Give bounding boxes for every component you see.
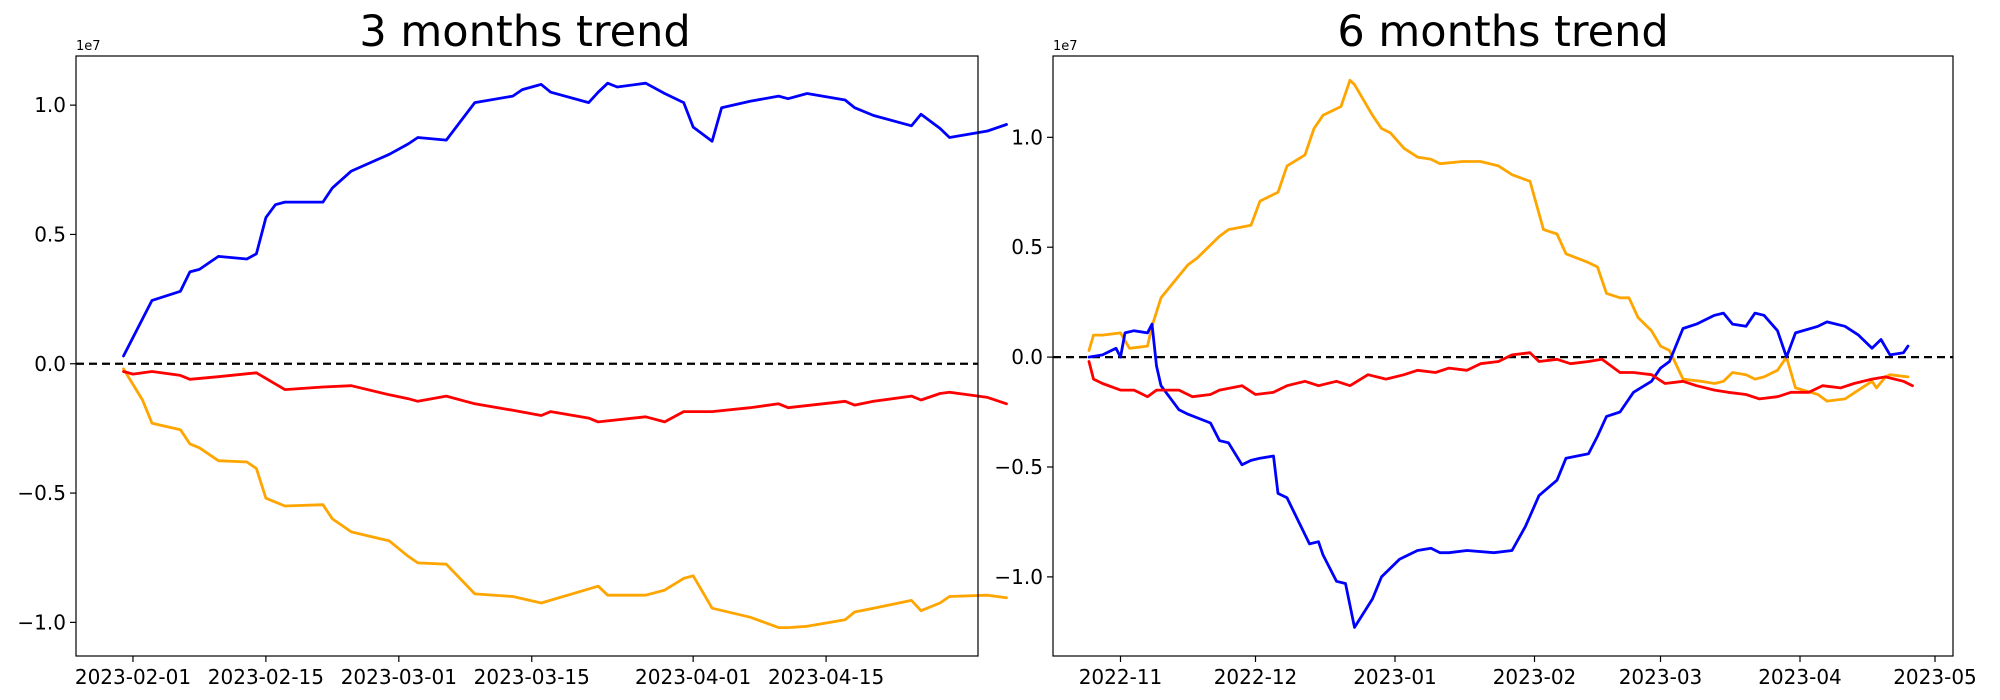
series-line-1 <box>1087 311 1910 629</box>
x-tick-label: 2023-01 <box>1353 665 1437 689</box>
y-tick-label: 0.5 <box>1011 235 1043 259</box>
series-line-0 <box>122 81 1008 358</box>
plot-lines <box>76 81 1008 629</box>
y-tick-label: 0.5 <box>34 222 66 246</box>
x-tick-label: 2023-02 <box>1493 665 1577 689</box>
plot-frame <box>1052 55 1954 657</box>
plot-frame <box>75 55 979 657</box>
x-tick-label: 2023-04-15 <box>768 665 884 689</box>
chart-3-months: 3 months trend 1e7 −1.0 −0.5 0.0 0.5 1.0 202… <box>17 7 1008 689</box>
chart-6-months: 6 months trend 1e7 −1.0 −0.5 0.0 0.5 1.0 202… <box>994 7 1976 689</box>
x-tick-label: 2023-04-01 <box>635 665 751 689</box>
x-tick-label: 2023-04 <box>1758 665 1842 689</box>
chart-title: 6 months trend <box>1337 7 1668 57</box>
series-line-2 <box>1087 351 1914 401</box>
series-line-2 <box>122 370 1008 424</box>
x-tick-label: 2023-02-15 <box>208 665 324 689</box>
x-axis: 2023-02-01 2023-02-15 2023-03-01 2023-03-15… <box>75 656 884 689</box>
y-tick-label: −0.5 <box>17 481 66 505</box>
y-tick-label: 0.0 <box>34 352 66 376</box>
y-offset-label: 1e7 <box>76 39 101 54</box>
y-tick-label: 1.0 <box>34 93 66 117</box>
y-axis: −1.0 −0.5 0.0 0.5 1.0 <box>17 93 76 634</box>
y-tick-label: 0.0 <box>1011 345 1043 369</box>
chart-title: 3 months trend <box>359 7 690 57</box>
x-tick-label: 2023-02-01 <box>75 665 191 689</box>
x-tick-label: 2023-03 <box>1619 665 1703 689</box>
series-line-0 <box>1087 78 1910 403</box>
y-tick-label: −0.5 <box>994 455 1043 479</box>
plot-lines <box>1053 78 1953 629</box>
x-tick-label: 2023-05 <box>1893 665 1977 689</box>
x-tick-label: 2023-03-15 <box>474 665 590 689</box>
y-tick-label: −1.0 <box>17 610 66 634</box>
y-axis: −1.0 −0.5 0.0 0.5 1.0 <box>994 125 1053 589</box>
x-tick-label: 2022-11 <box>1079 665 1163 689</box>
x-axis: 2022-11 2022-12 2023-01 2023-02 2023-03 2023-… <box>1079 656 1977 689</box>
series-line-1 <box>122 367 1008 629</box>
x-tick-label: 2022-12 <box>1214 665 1298 689</box>
x-tick-label: 2023-03-01 <box>341 665 457 689</box>
y-offset-label: 1e7 <box>1053 39 1078 54</box>
y-tick-label: −1.0 <box>994 565 1043 589</box>
y-tick-label: 1.0 <box>1011 125 1043 149</box>
